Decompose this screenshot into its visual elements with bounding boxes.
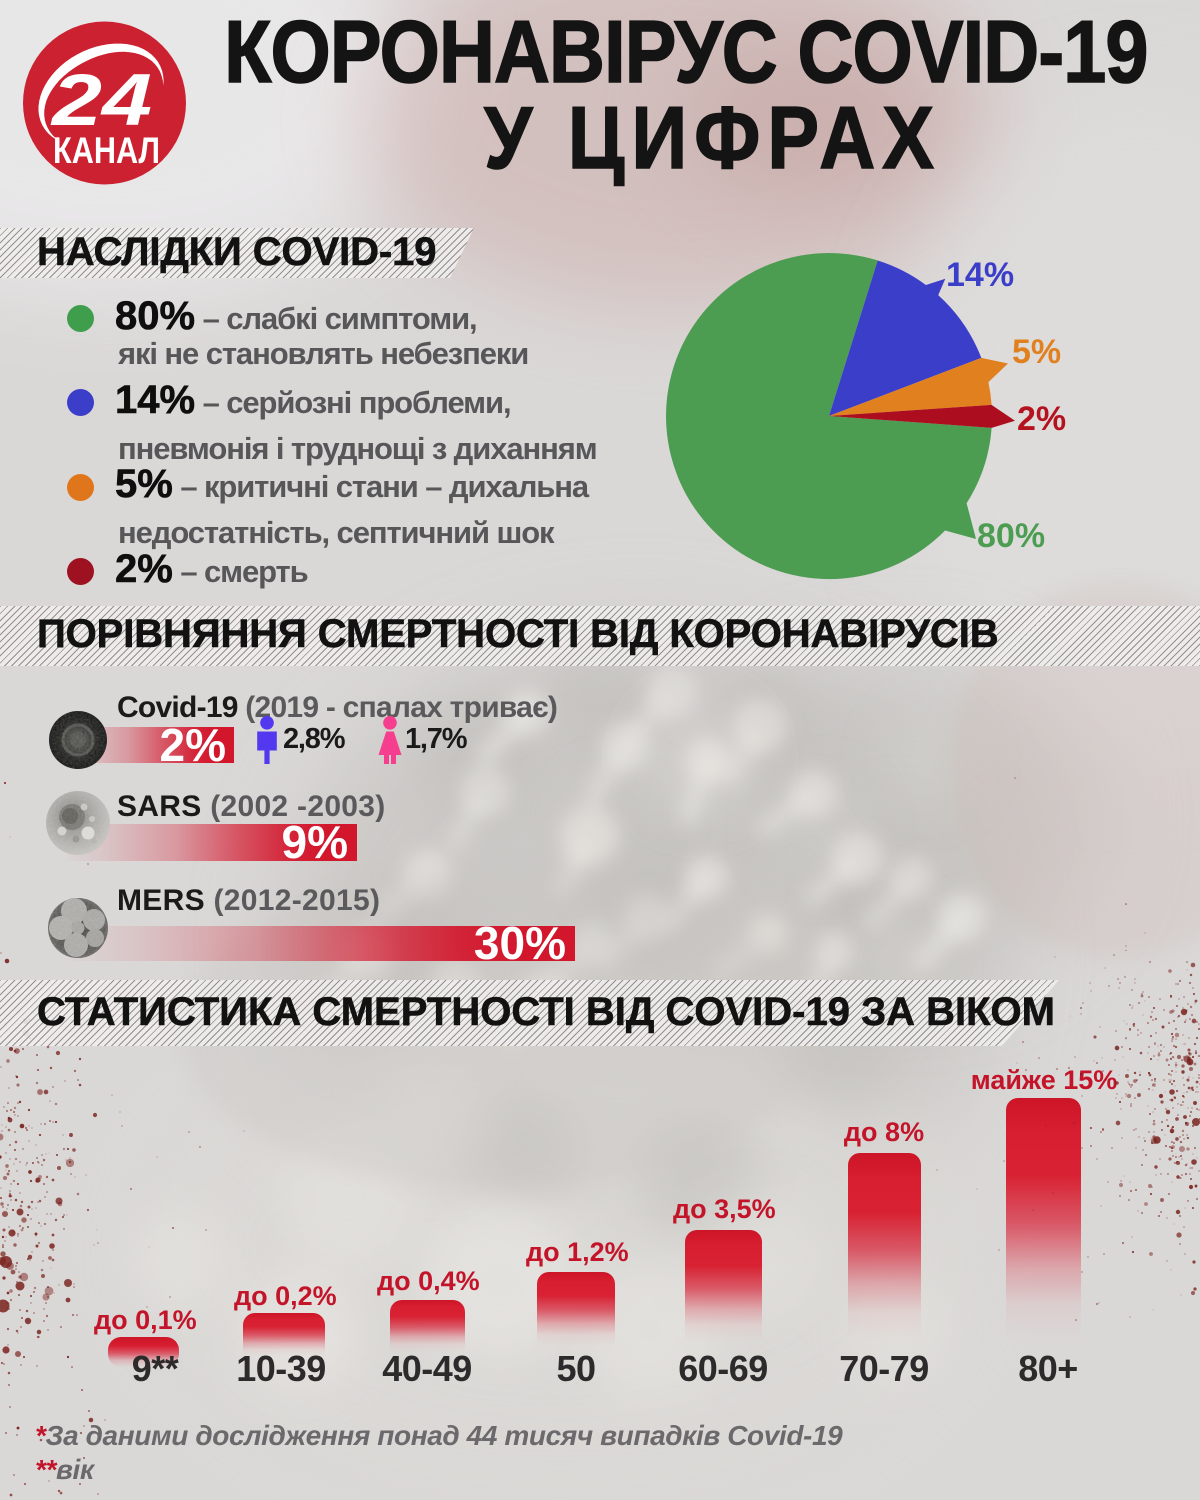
svg-text:24: 24 xyxy=(50,60,152,141)
svg-text:2%: 2% xyxy=(1017,400,1066,438)
svg-text:80%: 80% xyxy=(977,517,1045,555)
svg-text:14%: 14% xyxy=(946,256,1014,294)
svg-text:5%: 5% xyxy=(1012,333,1061,371)
svg-text:КАНАЛ: КАНАЛ xyxy=(53,130,160,171)
